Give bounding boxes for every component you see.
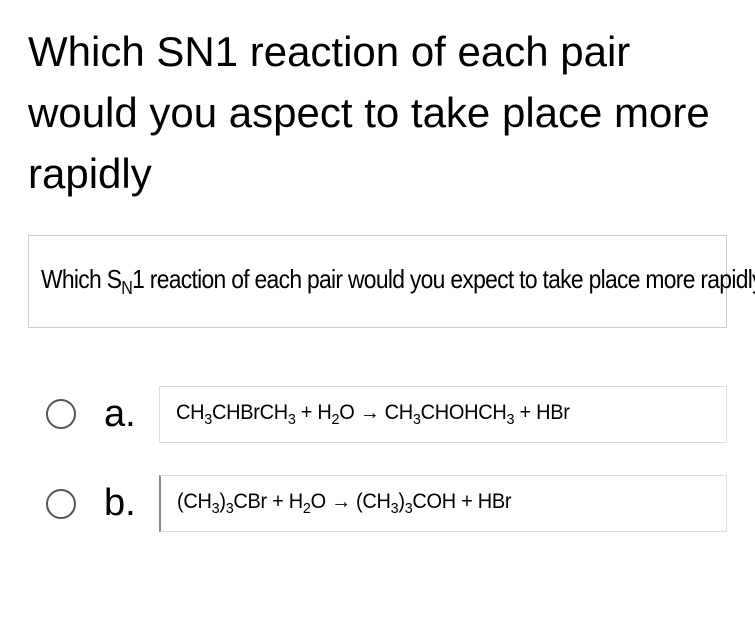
option-row-b: b. (CH3)3CBr + H2O → (CH3)3COH + HBr	[46, 475, 727, 532]
question-image-box: Which SN1 reaction of each pair would yo…	[28, 235, 727, 328]
option-letter-b: b.	[104, 482, 159, 525]
option-letter-a: a.	[104, 393, 159, 436]
formula-text-a: CH3CHBrCH3 + H2O → CH3CHOHCH3 + HBr	[176, 401, 683, 428]
question-image-text: Which SN1 reaction of each pair would yo…	[41, 264, 633, 299]
radio-b[interactable]	[46, 489, 76, 519]
radio-a[interactable]	[46, 399, 76, 429]
options-container: a. CH3CHBrCH3 + H2O → CH3CHOHCH3 + HBr b…	[28, 386, 727, 532]
formula-box-b: (CH3)3CBr + H2O → (CH3)3COH + HBr	[159, 475, 727, 532]
formula-text-b: (CH3)3CBr + H2O → (CH3)3COH + HBr	[177, 490, 683, 517]
formula-box-a: CH3CHBrCH3 + H2O → CH3CHOHCH3 + HBr	[159, 386, 727, 443]
question-title: Which SN1 reaction of each pair would yo…	[28, 22, 727, 205]
option-row-a: a. CH3CHBrCH3 + H2O → CH3CHOHCH3 + HBr	[46, 386, 727, 443]
